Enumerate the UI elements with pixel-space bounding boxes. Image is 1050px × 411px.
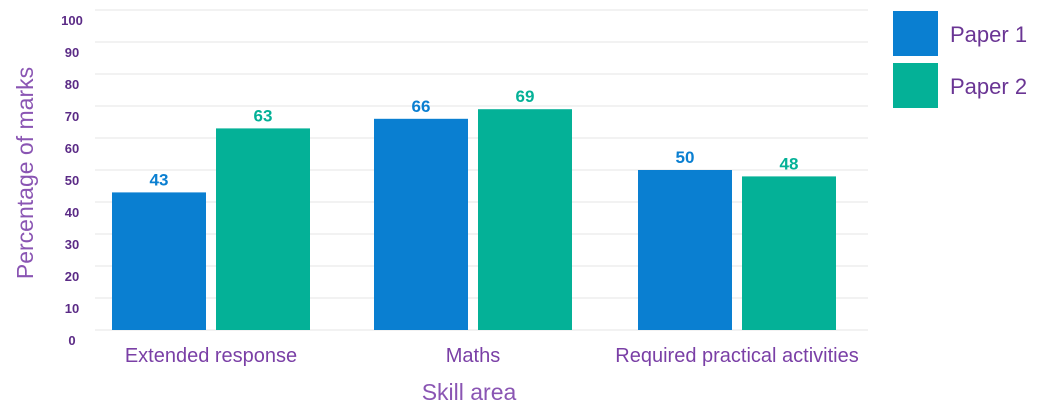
legend-swatch xyxy=(893,11,938,56)
data-label: 43 xyxy=(150,170,169,189)
y-axis-title: Percentage of marks xyxy=(12,67,38,279)
data-label: 48 xyxy=(780,154,799,173)
y-tick-label: 40 xyxy=(65,205,79,220)
x-axis-categories: Extended response Maths Required practical… xyxy=(125,345,859,367)
data-label: 63 xyxy=(254,106,273,125)
y-axis-ticks: 0 10 20 30 40 50 60 70 80 90 100 xyxy=(61,13,83,348)
bar xyxy=(638,170,732,330)
x-category-label: Maths xyxy=(446,345,500,367)
data-label: 50 xyxy=(676,148,695,167)
x-axis-title: Skill area xyxy=(422,379,517,405)
y-tick-label: 70 xyxy=(65,109,79,124)
y-tick-label: 80 xyxy=(65,77,79,92)
y-tick-label: 10 xyxy=(65,301,79,316)
legend-swatch xyxy=(893,63,938,108)
legend-label: Paper 2 xyxy=(950,74,1027,99)
data-label: 69 xyxy=(516,87,535,106)
x-category-label: Required practical activities xyxy=(615,345,858,367)
y-tick-label: 60 xyxy=(65,141,79,156)
y-tick-label: 90 xyxy=(65,45,79,60)
bar xyxy=(478,109,572,330)
y-tick-label: 0 xyxy=(68,333,75,348)
y-tick-label: 50 xyxy=(65,173,79,188)
bar xyxy=(374,118,468,330)
data-label: 66 xyxy=(412,97,431,116)
bars-layer xyxy=(112,109,836,330)
y-tick-label: 30 xyxy=(65,237,79,252)
bar xyxy=(742,176,836,330)
y-tick-label: 20 xyxy=(65,269,79,284)
x-category-label: Extended response xyxy=(125,345,297,367)
bar xyxy=(112,192,206,330)
y-tick-label: 100 xyxy=(61,13,83,28)
data-labels-layer: 43 63 66 69 50 48 xyxy=(150,87,799,189)
legend: Paper 1 Paper 2 xyxy=(893,11,1027,108)
legend-label: Paper 1 xyxy=(950,22,1027,47)
bar xyxy=(216,128,310,330)
